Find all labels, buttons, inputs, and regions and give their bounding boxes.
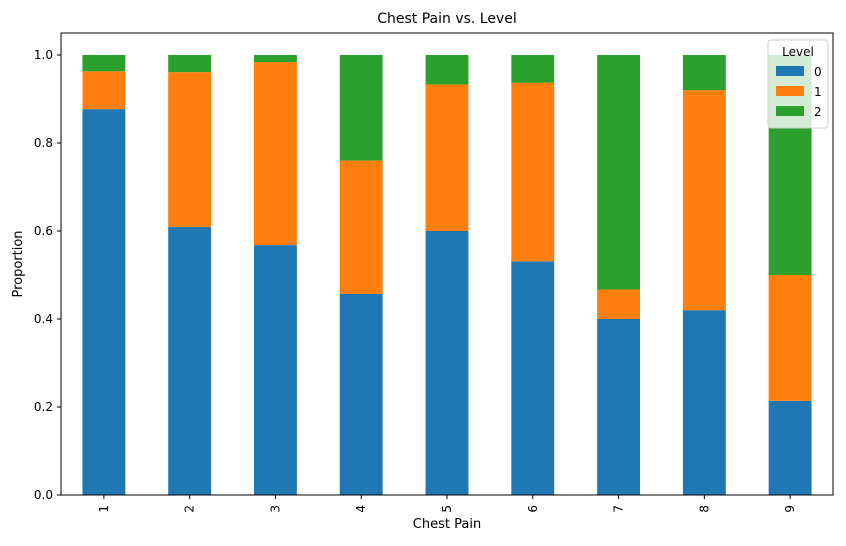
- bar-cat1-level1: [82, 71, 126, 110]
- bar-cat2-level2: [168, 55, 212, 73]
- chart-title: Chest Pain vs. Level: [377, 11, 517, 27]
- y-axis-label: Proportion: [11, 230, 26, 297]
- bar-cat7-level2: [597, 55, 640, 290]
- bar-cat2-level0: [168, 227, 212, 496]
- y-tick-label: 0.6: [34, 224, 53, 238]
- bar-cat9-level0: [768, 400, 812, 495]
- bars-layer: [82, 55, 812, 496]
- bar-cat4-level1: [339, 160, 383, 294]
- bar-cat5-level1: [425, 84, 469, 231]
- bar-cat1-level0: [82, 109, 126, 496]
- legend-label-level0: 0: [814, 65, 822, 79]
- bar-cat1-level2: [82, 55, 126, 72]
- legend-swatch-level2: [776, 106, 804, 116]
- y-tick-label: 0.0: [34, 488, 53, 502]
- x-tick-label: 8: [697, 505, 711, 513]
- y-tick-label: 0.4: [34, 312, 53, 326]
- bar-cat2-level1: [168, 72, 212, 228]
- bar-cat9-level1: [768, 275, 812, 401]
- bar-cat6-level2: [511, 55, 555, 83]
- x-axis: 1 2 3 4 5 6 7 8 9: [97, 495, 797, 513]
- x-tick-label: 6: [526, 505, 540, 513]
- bar-cat6-level1: [511, 82, 555, 262]
- bar-cat5-level0: [425, 231, 469, 495]
- x-tick-label: 1: [97, 505, 111, 513]
- bar-cat4-level2: [339, 55, 383, 161]
- bar-cat8-level1: [682, 90, 726, 311]
- bar-cat3-level2: [254, 55, 297, 63]
- x-tick-label: 2: [183, 505, 197, 513]
- y-axis: 0.0 0.2 0.4 0.6 0.8 1.0: [34, 48, 61, 502]
- x-tick-label: 7: [612, 505, 626, 513]
- bar-cat6-level0: [511, 261, 555, 495]
- bar-cat8-level0: [682, 310, 726, 495]
- bar-cat4-level0: [339, 293, 383, 495]
- y-tick-label: 0.8: [34, 136, 53, 150]
- bar-cat7-level1: [597, 289, 640, 319]
- bar-cat5-level2: [425, 55, 469, 85]
- x-tick-label: 5: [440, 505, 454, 513]
- bar-cat3-level1: [254, 62, 297, 246]
- legend: Level 0 1 2: [767, 39, 829, 129]
- legend-swatch-level0: [776, 66, 804, 76]
- x-axis-label: Chest Pain: [413, 517, 481, 532]
- bar-cat3-level0: [254, 245, 297, 495]
- y-tick-label: 1.0: [34, 48, 53, 62]
- x-tick-label: 4: [354, 505, 368, 513]
- x-tick-label: 9: [783, 505, 797, 513]
- bar-cat8-level2: [682, 55, 726, 91]
- legend-label-level1: 1: [814, 85, 822, 99]
- y-tick-label: 0.2: [34, 400, 53, 414]
- legend-swatch-level1: [776, 86, 804, 96]
- legend-label-level2: 2: [814, 105, 822, 119]
- x-tick-label: 3: [268, 505, 282, 513]
- legend-title: Level: [782, 45, 814, 59]
- bar-cat7-level0: [597, 319, 640, 495]
